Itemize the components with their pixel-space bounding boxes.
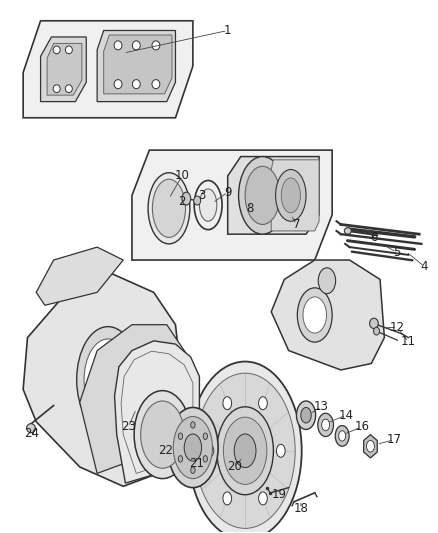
Text: 19: 19 [272, 488, 286, 500]
Text: 20: 20 [227, 461, 242, 473]
Polygon shape [271, 160, 319, 231]
Text: 10: 10 [175, 169, 190, 182]
Ellipse shape [134, 391, 191, 479]
Ellipse shape [173, 416, 212, 479]
Ellipse shape [27, 424, 35, 433]
Ellipse shape [367, 440, 374, 452]
Text: 23: 23 [121, 421, 136, 433]
Ellipse shape [335, 425, 349, 446]
Polygon shape [41, 37, 86, 102]
Polygon shape [364, 434, 377, 458]
Ellipse shape [194, 196, 201, 205]
Ellipse shape [141, 401, 184, 469]
Polygon shape [271, 260, 385, 370]
Ellipse shape [318, 413, 333, 437]
Ellipse shape [258, 397, 267, 410]
Ellipse shape [223, 397, 232, 410]
Ellipse shape [281, 178, 300, 213]
Text: 14: 14 [339, 409, 353, 422]
Text: 3: 3 [198, 189, 205, 202]
Ellipse shape [152, 79, 160, 88]
Polygon shape [47, 43, 82, 95]
Ellipse shape [168, 407, 218, 488]
Ellipse shape [84, 339, 132, 421]
Ellipse shape [114, 41, 122, 50]
Ellipse shape [374, 327, 380, 335]
Ellipse shape [223, 417, 267, 484]
Ellipse shape [152, 41, 160, 50]
Ellipse shape [65, 46, 72, 54]
Text: 21: 21 [189, 457, 204, 470]
Ellipse shape [53, 46, 60, 54]
Ellipse shape [303, 297, 326, 333]
Polygon shape [36, 247, 123, 305]
Ellipse shape [318, 268, 336, 294]
Text: 24: 24 [25, 427, 39, 440]
Text: 17: 17 [386, 433, 402, 446]
Polygon shape [80, 325, 193, 473]
Ellipse shape [205, 445, 214, 457]
Text: 11: 11 [401, 335, 416, 348]
Ellipse shape [148, 173, 190, 244]
Ellipse shape [53, 85, 60, 93]
Ellipse shape [188, 361, 302, 533]
Ellipse shape [258, 492, 267, 505]
Polygon shape [132, 150, 332, 260]
Ellipse shape [276, 169, 306, 221]
Ellipse shape [203, 456, 208, 462]
Ellipse shape [132, 41, 140, 50]
Ellipse shape [195, 373, 295, 528]
Ellipse shape [301, 407, 311, 423]
Ellipse shape [245, 166, 280, 224]
Ellipse shape [114, 79, 122, 88]
Polygon shape [115, 341, 199, 483]
Ellipse shape [199, 189, 217, 221]
Ellipse shape [217, 407, 273, 495]
Ellipse shape [234, 434, 256, 467]
Ellipse shape [203, 433, 208, 440]
Text: 13: 13 [314, 400, 328, 413]
Ellipse shape [344, 228, 351, 234]
Text: 16: 16 [354, 421, 369, 433]
Ellipse shape [223, 492, 232, 505]
Ellipse shape [152, 179, 185, 237]
Text: 9: 9 [224, 185, 231, 199]
Ellipse shape [182, 192, 191, 205]
Ellipse shape [191, 422, 195, 428]
Ellipse shape [322, 419, 329, 431]
Text: 22: 22 [159, 443, 173, 457]
Ellipse shape [239, 157, 286, 234]
Polygon shape [23, 273, 184, 486]
Text: 2: 2 [178, 195, 186, 208]
Text: 18: 18 [293, 503, 308, 515]
Text: 5: 5 [393, 246, 400, 259]
Ellipse shape [132, 79, 140, 88]
Text: 7: 7 [293, 218, 300, 231]
Ellipse shape [191, 467, 195, 473]
Ellipse shape [339, 431, 346, 441]
Polygon shape [23, 21, 193, 118]
Ellipse shape [297, 401, 316, 430]
Ellipse shape [276, 445, 285, 457]
Text: 4: 4 [420, 260, 428, 273]
Text: 1: 1 [224, 24, 231, 37]
Text: 12: 12 [390, 321, 405, 334]
Ellipse shape [178, 456, 183, 462]
Ellipse shape [65, 85, 72, 93]
Text: 6: 6 [370, 231, 377, 244]
Text: 8: 8 [247, 202, 254, 215]
Ellipse shape [178, 433, 183, 440]
Polygon shape [104, 35, 172, 94]
Ellipse shape [370, 318, 378, 328]
Ellipse shape [297, 288, 332, 342]
Ellipse shape [77, 327, 139, 433]
Polygon shape [97, 30, 176, 102]
Polygon shape [228, 157, 319, 234]
Ellipse shape [184, 434, 201, 461]
